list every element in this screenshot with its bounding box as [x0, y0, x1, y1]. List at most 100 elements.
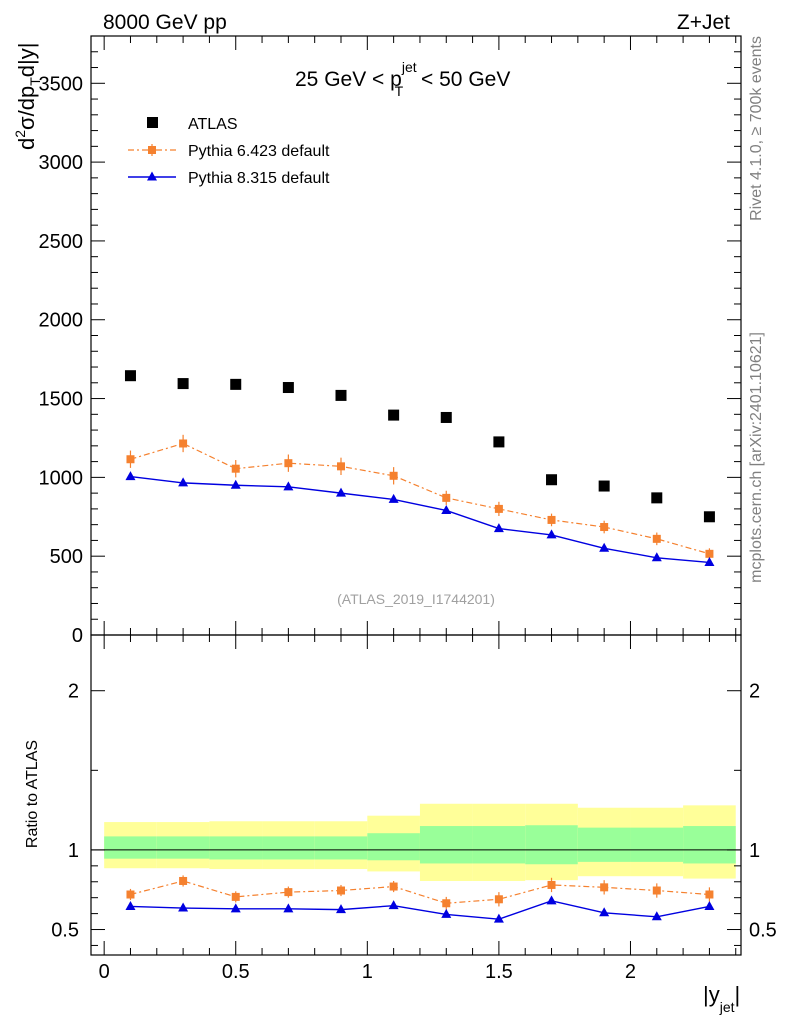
ratio-py6-point [442, 899, 451, 908]
ratio-py8-point [599, 907, 610, 917]
atlas-point [703, 511, 715, 523]
ratio-py8-point [441, 908, 452, 918]
py6-point [442, 493, 451, 502]
legend-py8-marker [147, 171, 157, 181]
ratio-py6-point [652, 886, 661, 895]
py8-point [230, 479, 241, 489]
ratio-py8-point [651, 911, 662, 921]
py6-point [126, 455, 135, 464]
main-ylabel: d2σ/dpTd|y| [12, 43, 43, 150]
main-ytick-label: 1500 [39, 389, 84, 411]
ratio-ytick-label-right: 2 [749, 681, 760, 703]
ratio-py8-point [546, 895, 557, 905]
ratio-py6-point [179, 876, 188, 885]
py6-point [547, 515, 556, 524]
ratio-band-inner [419, 826, 473, 864]
py6-point [494, 504, 503, 513]
ratio-xtick-label: 1 [362, 961, 373, 983]
main-ytick-label: 1000 [39, 467, 84, 489]
main-ytick-label: 3500 [39, 73, 84, 95]
rivet-label: Rivet 4.1.0, ≥ 700k events [748, 36, 765, 221]
atlas-point [282, 382, 294, 394]
cut-post: < 50 GeV [415, 68, 510, 91]
ratio-py8-point [125, 900, 136, 910]
py8-point [546, 529, 557, 539]
ratio-py8-point [704, 900, 715, 910]
ratio-xtick-label: 1.5 [485, 961, 513, 983]
atlas-point [177, 378, 189, 390]
legend-atlas-marker [147, 117, 158, 128]
atlas-point [493, 436, 505, 448]
main-ytick-label: 2000 [39, 310, 84, 332]
ratio-xtick-label: 0.5 [222, 961, 250, 983]
ratio-py8-point [388, 900, 399, 910]
atlas-point [440, 411, 452, 423]
ratio-ytick-label: 0.5 [51, 920, 79, 942]
main-ytick-label: 0 [72, 625, 83, 647]
py6-point [337, 462, 345, 471]
legend-py6-marker [148, 146, 156, 154]
analysis-watermark: (ATLAS_2019_I1744201) [337, 591, 495, 607]
ratio-band-inner [156, 836, 210, 859]
py8-point [178, 477, 189, 487]
py8-point [125, 471, 136, 481]
ratio-xtick-label: 2 [625, 961, 636, 983]
ratio-py6-point [705, 890, 714, 899]
main-panel: 0 500 1000 1500 2000 2500 3000 3500 [39, 35, 742, 647]
ratio-band-inner [104, 836, 157, 859]
ratio-ytick-label: 1 [68, 840, 79, 862]
cut-sup: jet [401, 59, 417, 75]
main-ytick-label: 3000 [39, 152, 84, 174]
atlas-point [388, 409, 400, 421]
cut-pre: 25 GeV < p [295, 68, 402, 91]
ratio-band-inner [630, 827, 684, 862]
ratio-band-inner [472, 826, 526, 864]
ratio-py6-point [126, 890, 135, 899]
py8-point [336, 487, 346, 497]
py6-line [130, 442, 710, 555]
ratio-frame [90, 634, 742, 956]
atlas-point [546, 474, 558, 486]
ratio-py8-point [283, 903, 294, 913]
header-left: 8000 GeV pp [103, 11, 227, 34]
ratio-ytick-label-right: 1 [749, 840, 760, 862]
atlas-point [335, 389, 347, 401]
legend-py8-label: Pythia 8.315 default [188, 170, 330, 187]
ratio-ylabel: Ratio to ATLAS [24, 740, 41, 848]
ratio-py8-point [178, 902, 189, 912]
atlas-point [124, 370, 136, 382]
legend-atlas-label: ATLAS [188, 116, 238, 133]
ratio-band-inner [262, 836, 315, 860]
py8-point [283, 481, 294, 491]
ratio-py8-point [230, 903, 241, 913]
ratio-band-inner [577, 827, 631, 862]
py8-point [704, 556, 715, 566]
ratio-py6-point [389, 882, 398, 891]
ratio-py8-line [130, 900, 710, 920]
ratio-py8-point [336, 904, 346, 914]
ratio-ytick-label: 2 [68, 681, 79, 703]
py6-point [231, 464, 240, 473]
ratio-py6-point [547, 880, 556, 889]
xlabel: |yjet| [703, 982, 740, 1015]
py8-line [130, 475, 710, 564]
main-ytick-label: 500 [50, 546, 83, 568]
cut-sub: T [395, 83, 404, 99]
ratio-py6-point [337, 886, 345, 895]
py8-point [441, 504, 452, 514]
mcplots-label: mcplots.cern.ch [arXiv:2401.10621] [748, 332, 765, 583]
cut-label: 25 GeV < pjet T < 50 GeV [295, 59, 510, 99]
ratio-py8-point [493, 913, 504, 923]
py6-point [652, 534, 661, 543]
ratio-py6-point [231, 892, 240, 901]
legend: ATLAS Pythia 6.423 default Pythia 8.315 … [128, 116, 330, 187]
ratio-band-inner [683, 826, 736, 864]
main-ytick-label: 2500 [39, 231, 84, 253]
py8-point [388, 493, 399, 503]
ratio-py6-point [494, 895, 503, 904]
ratio-band-inner [314, 836, 368, 860]
ratio-panel: 0 0.5 1 1.5 2 0.5 0.5 1 1 2 2 [51, 634, 777, 983]
ratio-band-inner [367, 833, 420, 861]
atlas-point [598, 480, 610, 492]
